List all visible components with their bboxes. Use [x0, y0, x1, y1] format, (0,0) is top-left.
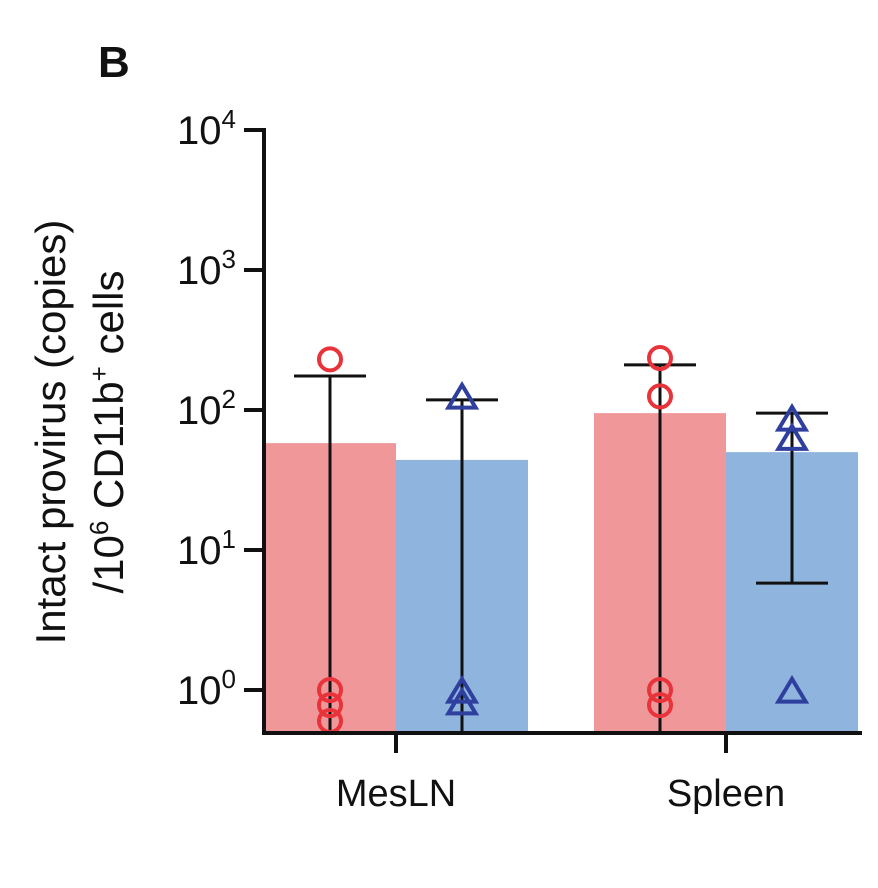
data-point-circle [317, 346, 343, 373]
data-point-circle [317, 677, 343, 703]
data-point-circle [647, 677, 673, 703]
panel-label: B [98, 38, 130, 87]
y-tick-label: 100 [177, 664, 236, 713]
data-point-circle [317, 692, 343, 719]
data-point-circle [647, 383, 673, 410]
y-tick-label: 103 [177, 244, 236, 293]
tick-labels: MesLN Spleen 100 101 102 103 104 [177, 104, 785, 815]
data-point-triangle [774, 674, 810, 704]
y-tick-label: 104 [177, 104, 236, 153]
error-bars [294, 363, 828, 733]
data-point-triangle [444, 674, 480, 704]
data-point-triangle [444, 686, 480, 716]
bars [264, 413, 858, 733]
data-point-circle [647, 692, 673, 719]
data-point-triangle [774, 422, 810, 451]
y-tick-label: 102 [177, 384, 236, 433]
data-points [317, 345, 810, 735]
axes [244, 128, 862, 753]
x-tick-label: Spleen [667, 773, 785, 815]
data-point-circle [647, 345, 673, 372]
data-point-triangle [444, 381, 480, 410]
x-tick-label: MesLN [336, 773, 456, 815]
y-tick-label: 101 [177, 524, 236, 573]
